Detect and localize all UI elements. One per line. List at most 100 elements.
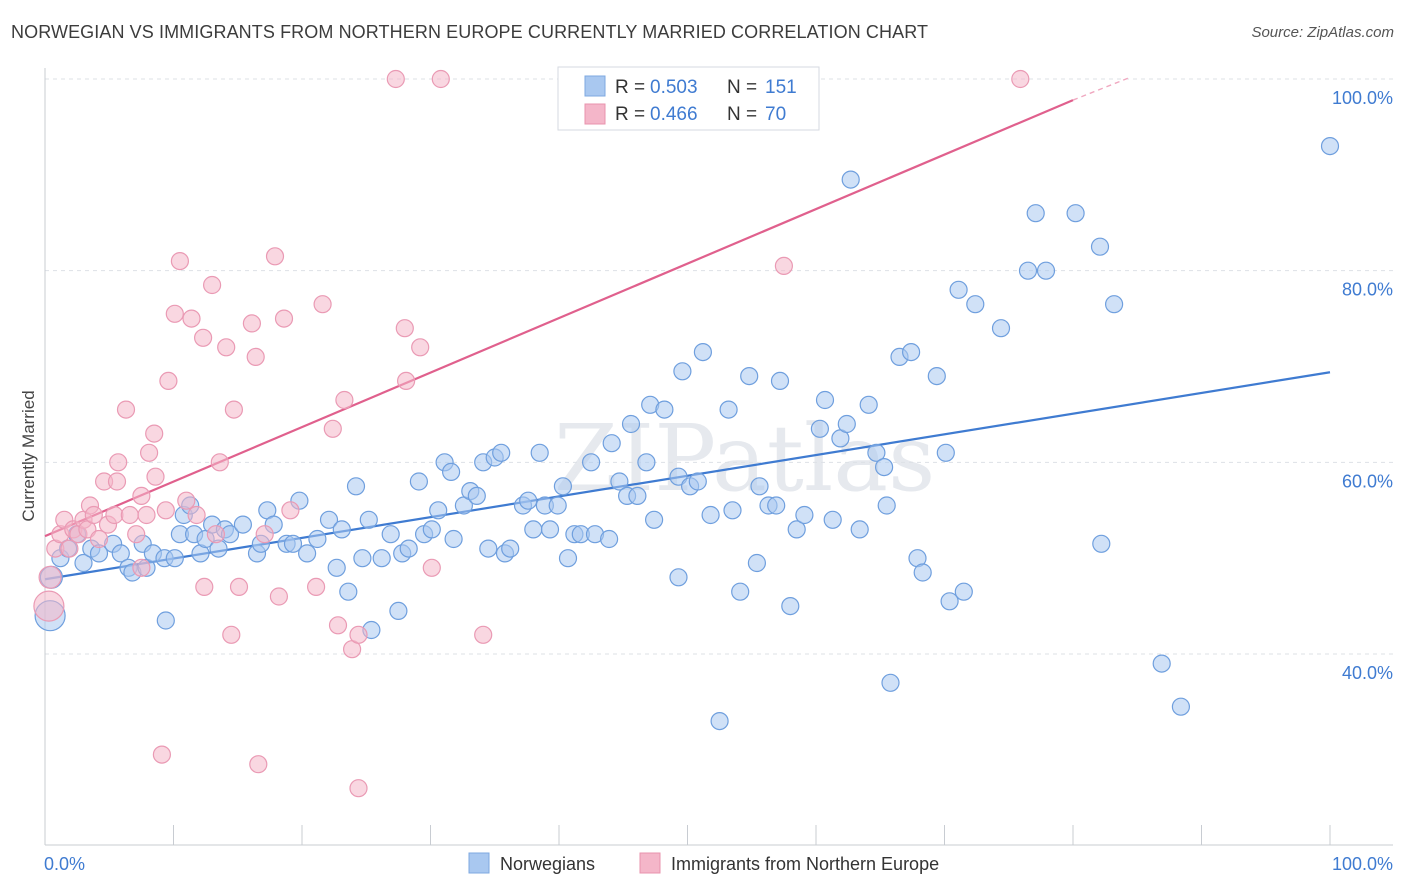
legend-label-norwegians: Norwegians bbox=[500, 854, 595, 874]
data-point bbox=[442, 462, 461, 481]
data-point bbox=[195, 577, 214, 597]
data-point bbox=[767, 496, 786, 515]
data-point bbox=[210, 453, 229, 472]
data-point bbox=[1026, 204, 1045, 223]
data-point bbox=[308, 529, 327, 549]
data-point bbox=[359, 510, 378, 529]
data-point bbox=[105, 505, 124, 525]
data-point bbox=[501, 539, 520, 558]
data-point bbox=[1011, 69, 1030, 89]
data-point bbox=[177, 491, 196, 510]
data-point bbox=[524, 520, 543, 539]
y-tick-label: 80.0% bbox=[1342, 280, 1393, 300]
data-point bbox=[203, 275, 222, 295]
data-point bbox=[781, 596, 800, 616]
data-point bbox=[867, 443, 886, 462]
data-point bbox=[701, 505, 720, 525]
data-point bbox=[479, 539, 498, 558]
data-point bbox=[787, 520, 806, 539]
data-point bbox=[127, 525, 146, 544]
data-point bbox=[298, 544, 317, 563]
data-point bbox=[33, 590, 65, 622]
data-point bbox=[628, 486, 647, 505]
data-point bbox=[850, 520, 869, 539]
data-point bbox=[610, 472, 629, 491]
data-point bbox=[602, 434, 621, 453]
legend-n-value: 70 bbox=[765, 104, 786, 125]
data-point bbox=[655, 400, 674, 419]
data-point bbox=[38, 565, 62, 589]
gridlines bbox=[45, 78, 1393, 655]
data-point bbox=[222, 625, 241, 644]
stats-legend: R = 0.503 N = 151 R = 0.466 N = 70 bbox=[557, 66, 820, 131]
data-point bbox=[936, 443, 955, 462]
data-point bbox=[409, 472, 428, 491]
x-tick-label: 0.0% bbox=[44, 854, 85, 874]
data-point bbox=[74, 553, 93, 573]
series-legend: Norwegians Immigrants from Northern Euro… bbox=[468, 852, 939, 874]
data-point bbox=[372, 549, 391, 568]
data-point bbox=[710, 711, 729, 731]
data-point bbox=[1171, 697, 1191, 716]
data-point bbox=[152, 745, 171, 764]
data-point bbox=[467, 486, 486, 505]
data-point bbox=[1090, 237, 1110, 256]
data-point bbox=[132, 558, 151, 577]
data-point bbox=[492, 443, 511, 462]
data-point bbox=[644, 510, 664, 529]
data-point bbox=[837, 414, 856, 434]
data-point bbox=[182, 309, 201, 328]
legend-swatch-immigrants bbox=[639, 852, 661, 874]
data-point bbox=[1104, 295, 1124, 314]
series-immigrants-northern-europe bbox=[33, 69, 1030, 798]
data-point bbox=[637, 453, 656, 472]
data-point bbox=[731, 582, 750, 601]
data-point bbox=[940, 592, 959, 611]
y-axis-label: Currently Married bbox=[19, 390, 38, 521]
data-point bbox=[530, 443, 549, 462]
x-tick-label: 100.0% bbox=[1332, 854, 1393, 874]
data-point bbox=[540, 520, 560, 539]
data-point bbox=[111, 544, 130, 563]
data-point bbox=[770, 371, 790, 390]
legend-swatch-blue bbox=[584, 75, 606, 97]
data-point bbox=[795, 505, 814, 525]
data-point bbox=[693, 343, 713, 362]
data-point bbox=[140, 443, 159, 462]
data-point bbox=[719, 400, 738, 419]
data-point bbox=[599, 529, 619, 549]
data-point bbox=[474, 625, 493, 644]
data-point bbox=[349, 779, 368, 798]
data-point bbox=[107, 472, 127, 491]
data-point bbox=[84, 505, 103, 525]
y-tick-label: 40.0% bbox=[1342, 663, 1393, 683]
data-point bbox=[913, 563, 932, 582]
data-point bbox=[444, 529, 463, 549]
data-point bbox=[206, 525, 225, 544]
legend-n-label: N = bbox=[727, 104, 757, 125]
legend-n-value: 151 bbox=[765, 77, 797, 98]
data-point bbox=[431, 69, 450, 89]
data-point bbox=[774, 256, 794, 275]
series-norwegians bbox=[34, 137, 1340, 731]
data-point bbox=[411, 338, 430, 357]
data-point bbox=[621, 414, 641, 434]
data-point bbox=[246, 347, 265, 366]
legend-label-immigrants: Immigrants from Northern Europe bbox=[671, 854, 939, 874]
legend-r-value: 0.503 bbox=[650, 77, 698, 98]
data-point bbox=[723, 501, 742, 520]
data-point bbox=[874, 458, 894, 477]
data-point bbox=[89, 529, 109, 549]
legend-r-label: R = bbox=[615, 77, 645, 98]
data-point bbox=[194, 328, 213, 347]
data-point bbox=[1152, 654, 1171, 673]
y-tick-labels: 40.0% 60.0% 80.0% 100.0% bbox=[1332, 88, 1393, 683]
data-point bbox=[581, 453, 601, 472]
data-point bbox=[954, 582, 973, 601]
legend-r-label: R = bbox=[615, 104, 645, 125]
data-point bbox=[519, 491, 538, 510]
data-point bbox=[1092, 534, 1111, 553]
data-point bbox=[810, 419, 830, 438]
data-point bbox=[1066, 204, 1085, 223]
data-point bbox=[156, 611, 175, 630]
